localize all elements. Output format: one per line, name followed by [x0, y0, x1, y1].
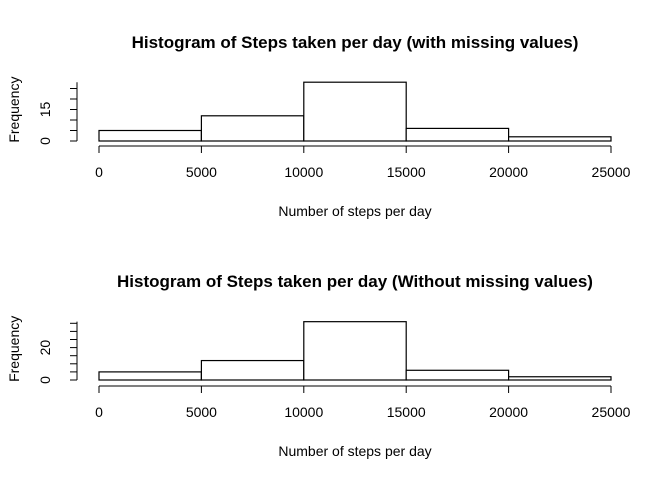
chart2-bar-3	[303, 321, 407, 381]
chart1-y-axis-label: Frequency	[6, 77, 22, 143]
chart1-bar-1	[98, 129, 203, 142]
chart2-x-axis-label: Number of steps per day	[278, 443, 431, 459]
chart2-x-tick-label-4: 15000	[387, 404, 426, 420]
chart1-x-tick-label-6: 25000	[592, 164, 631, 180]
chart1-x-tick-label-2: 5000	[186, 164, 217, 180]
chart2-title: Histogram of Steps taken per day (Withou…	[117, 272, 593, 291]
chart1-title: Histogram of Steps taken per day (with m…	[132, 33, 579, 52]
chart2-y-axis-label: Frequency	[6, 316, 22, 382]
chart1-x-tick-label-3: 10000	[284, 164, 323, 180]
chart2-bar-2	[200, 359, 305, 381]
chart1-x-tick-label-1: 0	[95, 164, 103, 180]
chart1-x-axis-label: Number of steps per day	[278, 203, 431, 219]
chart2-bar-4	[405, 369, 510, 381]
chart2-y-tick-label-1: 0	[37, 376, 53, 384]
chart2-x-tick-label-6: 25000	[592, 404, 631, 420]
chart2-bar-5	[508, 376, 612, 381]
chart1-y-tick-label-2: 15	[37, 102, 53, 118]
chart2-x-tick-label-2: 5000	[186, 404, 217, 420]
chart2-x-tick-label-5: 20000	[489, 404, 528, 420]
chart1-x-tick-label-5: 20000	[489, 164, 528, 180]
chart2-y-tick-label-2: 20	[37, 340, 53, 356]
chart1-y-tick-label-1: 0	[37, 137, 53, 145]
chart2-x-tick-label-3: 10000	[284, 404, 323, 420]
chart1-bar-5	[508, 136, 612, 142]
chart2-x-tick-label-1: 0	[95, 404, 103, 420]
chart1-bar-4	[405, 127, 510, 142]
chart1-x-tick-label-4: 15000	[387, 164, 426, 180]
chart1-bar-2	[200, 115, 305, 142]
chart2-bar-1	[98, 371, 203, 381]
chart1-bar-3	[303, 81, 407, 142]
